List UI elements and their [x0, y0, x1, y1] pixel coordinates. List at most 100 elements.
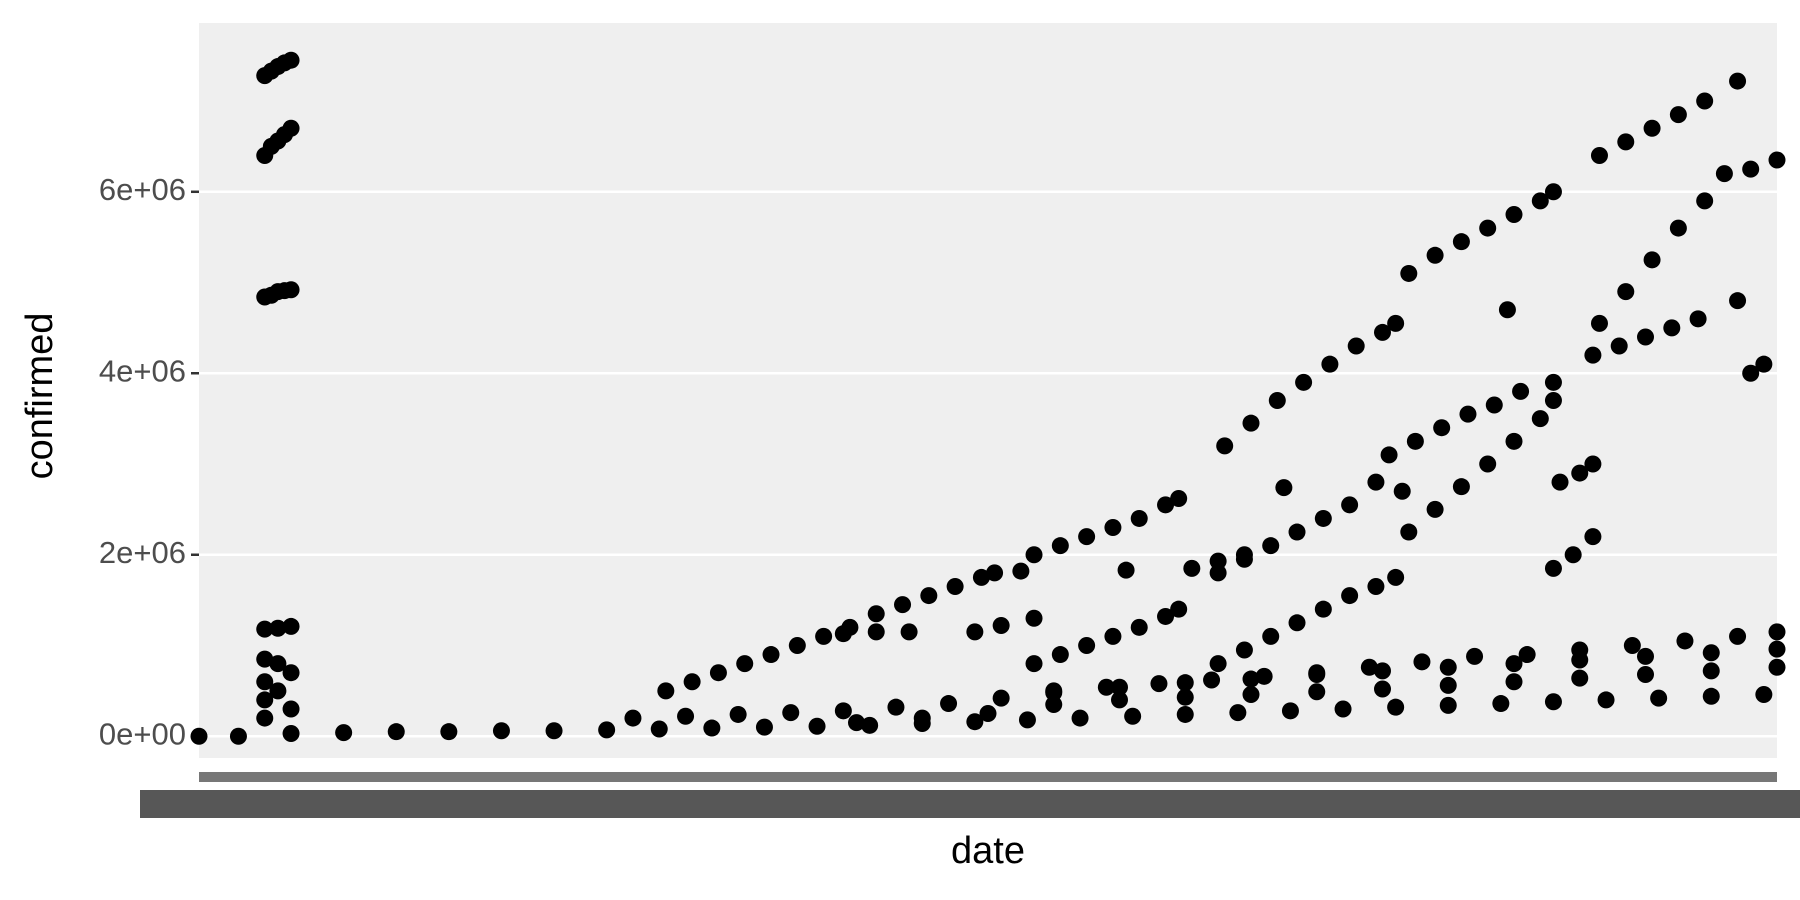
point: [946, 578, 964, 595]
point: [256, 620, 274, 638]
point: [1242, 414, 1260, 432]
point: [1124, 707, 1142, 725]
point: [1176, 688, 1194, 706]
point: [545, 722, 563, 740]
point: [1426, 500, 1444, 518]
point: [282, 700, 300, 718]
point: [1452, 478, 1470, 496]
point: [1439, 658, 1457, 676]
point: [1321, 355, 1339, 373]
point: [1051, 646, 1069, 664]
point: [729, 705, 747, 723]
point: [1512, 382, 1530, 400]
point: [1341, 496, 1359, 514]
point: [1623, 636, 1641, 654]
point: [1130, 509, 1148, 527]
point: [894, 596, 912, 614]
point: [1367, 578, 1385, 595]
point: [683, 673, 701, 691]
point: [1347, 337, 1365, 355]
point: [1281, 702, 1299, 720]
point: [979, 705, 997, 723]
point: [1268, 391, 1286, 409]
point: [1597, 691, 1615, 709]
point: [755, 718, 773, 736]
point: [1406, 432, 1424, 450]
point: [1485, 396, 1503, 414]
point: [1012, 562, 1030, 580]
point: [1387, 314, 1405, 332]
point: [1295, 373, 1313, 391]
point: [1610, 337, 1628, 355]
point: [1551, 473, 1569, 491]
point: [1433, 419, 1451, 437]
point: [1288, 614, 1306, 632]
point: [1235, 550, 1253, 568]
point: [1643, 119, 1661, 137]
point: [1262, 537, 1280, 555]
point: [598, 721, 616, 739]
point: [256, 673, 274, 691]
point: [1111, 691, 1128, 709]
point: [1742, 364, 1760, 382]
point: [1729, 627, 1747, 645]
point: [1235, 641, 1253, 659]
point: [1439, 696, 1457, 714]
point: [1229, 704, 1247, 722]
point: [1584, 455, 1602, 473]
point: [1130, 618, 1148, 636]
point: [736, 655, 754, 673]
point: [1242, 685, 1260, 703]
point: [1590, 146, 1608, 164]
point: [256, 691, 274, 709]
point: [1308, 683, 1326, 701]
point: [1637, 666, 1654, 684]
point: [1426, 246, 1444, 264]
point: [1400, 264, 1418, 282]
point: [1702, 644, 1720, 662]
point: [1117, 561, 1135, 579]
point: [1518, 646, 1536, 664]
point: [1768, 623, 1786, 641]
point: [808, 717, 826, 735]
y-axis-title: confirmed: [19, 313, 61, 480]
point: [1729, 72, 1747, 90]
point: [709, 664, 727, 682]
point: [1479, 455, 1497, 473]
point: [1452, 233, 1470, 251]
point: [1314, 600, 1332, 618]
point: [1505, 205, 1523, 223]
point: [282, 281, 300, 299]
point: [282, 119, 300, 137]
point: [190, 727, 208, 745]
point: [1360, 658, 1378, 676]
point: [440, 723, 458, 741]
point: [1544, 183, 1562, 201]
point: [1157, 496, 1175, 514]
point: [1571, 651, 1589, 669]
point: [1104, 627, 1122, 645]
point: [834, 702, 852, 720]
point: [1544, 559, 1562, 577]
point: [1544, 373, 1562, 391]
point: [1183, 559, 1201, 577]
x-tick-band: [140, 772, 1800, 818]
point: [940, 695, 958, 713]
point: [913, 709, 931, 727]
point: [1669, 219, 1687, 237]
point: [1564, 546, 1582, 564]
point: [1584, 346, 1602, 364]
point: [1393, 482, 1411, 500]
point: [815, 627, 833, 645]
point: [1492, 695, 1510, 713]
point: [867, 623, 885, 641]
point: [229, 727, 247, 745]
point: [677, 707, 695, 725]
point: [1203, 671, 1221, 689]
point: [1242, 670, 1260, 688]
point: [972, 568, 990, 586]
point: [1334, 700, 1352, 718]
point: [1255, 667, 1273, 685]
point: [1216, 437, 1234, 455]
point: [1400, 523, 1418, 541]
